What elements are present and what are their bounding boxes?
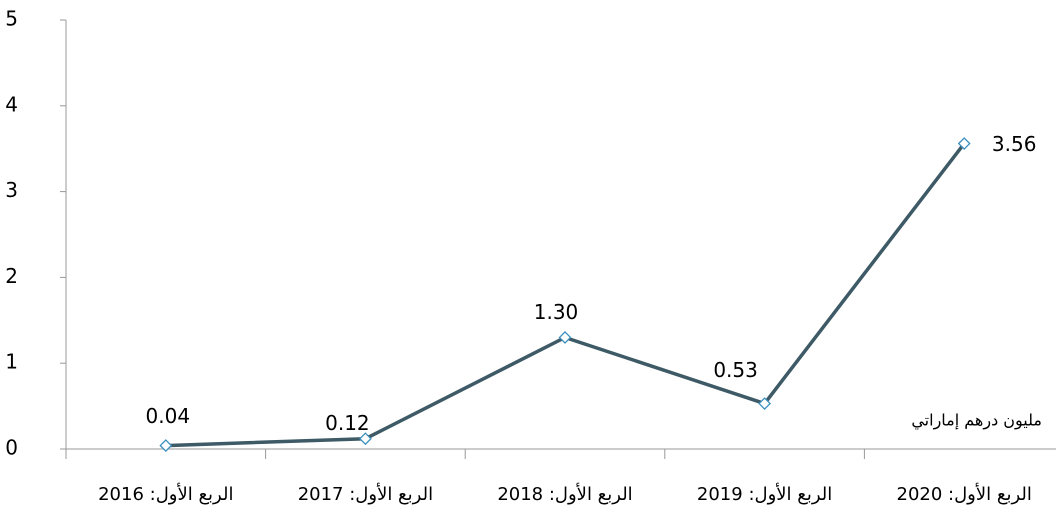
y-tick-label: 0 [5, 436, 18, 460]
marker [957, 137, 971, 150]
y-tick-label: 2 [5, 264, 18, 288]
x-tick-label: الربع الأول: 2016 [98, 483, 233, 505]
x-tick-label: الربع الأول: 2017 [298, 483, 433, 505]
value-label: 0.53 [713, 358, 758, 382]
line [165, 142, 966, 448]
y-tick-label: 5 [5, 7, 18, 31]
x-tick-label: الربع الأول: 2020 [897, 483, 1032, 505]
x-tick-label: الربع الأول: 2018 [497, 483, 632, 505]
y-tick-label: 3 [5, 178, 18, 202]
marker [558, 331, 572, 344]
marker [358, 432, 372, 446]
value-label: 3.56 [992, 132, 1037, 156]
marker [159, 439, 173, 452]
marker [758, 397, 772, 410]
value-label: 0.04 [146, 404, 191, 428]
value-label: 1.30 [534, 300, 579, 324]
x-tick-label: الربع الأول: 2019 [697, 483, 832, 505]
unit-annotation: مليون درهم إماراتي [911, 411, 1042, 431]
y-tick-label: 4 [5, 92, 18, 116]
value-label: 0.12 [325, 411, 370, 435]
y-tick-label: 1 [5, 350, 18, 374]
